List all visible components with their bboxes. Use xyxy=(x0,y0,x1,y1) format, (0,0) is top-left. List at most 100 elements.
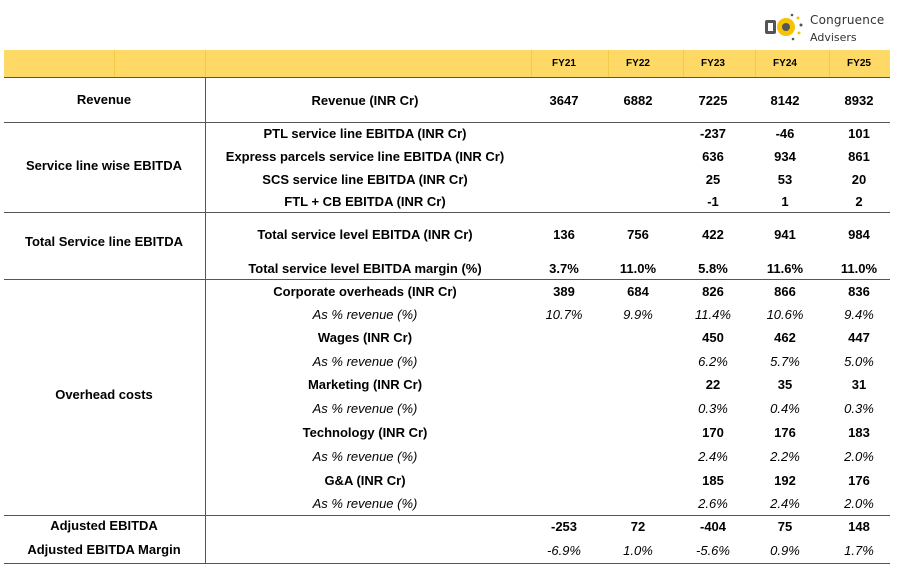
table-header-band xyxy=(4,50,890,77)
congruence-advisers-logo: Congruence Advisers xyxy=(764,8,900,46)
header-divider xyxy=(531,50,532,77)
column-divider xyxy=(205,77,206,564)
metric-label: Marketing (INR Cr) xyxy=(307,377,423,392)
metric-label: As % revenue (%) xyxy=(312,449,418,464)
value-cell-fy23: 11.4% xyxy=(695,307,731,322)
value-cell-fy24: 941 xyxy=(774,227,796,242)
value-cell-fy23: -237 xyxy=(699,126,727,141)
metric-label: Total service level EBITDA (INR Cr) xyxy=(257,227,473,242)
value-cell-fy25: 984 xyxy=(848,227,870,242)
value-cell-fy25: 31 xyxy=(851,377,867,392)
value-cell-fy23: 2.6% xyxy=(698,496,728,511)
table-row: As % revenue (%) 10.7% 9.9% 11.4% 10.6% 9.4% xyxy=(206,304,890,326)
metric-label: As % revenue (%) xyxy=(312,307,418,322)
value-cell-fy25: 20 xyxy=(851,172,867,187)
value-cell-fy25: 5.0% xyxy=(844,354,874,369)
value-cell-fy25: 183 xyxy=(848,425,870,440)
metric-label: As % revenue (%) xyxy=(312,401,418,416)
value-cell-fy23: 6.2% xyxy=(698,354,728,369)
section-divider xyxy=(4,563,890,564)
value-cell-fy25: 148 xyxy=(848,519,870,534)
value-cell-fy24: 2.2% xyxy=(770,449,800,464)
value-cell-fy22: 72 xyxy=(630,519,646,534)
value-cell-fy22: 9.9% xyxy=(623,307,653,322)
value-cell-fy25: 11.0% xyxy=(840,261,878,276)
value-cell-fy25: 101 xyxy=(848,126,870,141)
section-revenue: Revenue xyxy=(76,92,132,107)
value-cell-fy21: 10.7% xyxy=(545,307,583,322)
value-cell-fy25: 8932 xyxy=(844,93,874,108)
table-row: As % revenue (%) 2.4% 2.2% 2.0% xyxy=(206,446,890,468)
table-row: Marketing (INR Cr) 22 35 31 xyxy=(206,374,890,396)
value-cell-fy24: 8142 xyxy=(770,93,800,108)
value-cell-fy23: -5.6% xyxy=(696,543,730,558)
year-header: FY23 xyxy=(701,58,725,69)
value-cell-fy22: 6882 xyxy=(623,93,653,108)
value-cell-fy24: 192 xyxy=(774,473,796,488)
metric-label: Wages (INR Cr) xyxy=(317,330,413,345)
value-cell-fy23: -404 xyxy=(699,519,727,534)
metric-label: Revenue (INR Cr) xyxy=(311,93,419,108)
logo-line-1: Congruence xyxy=(810,13,885,27)
value-cell-fy22: 1.0% xyxy=(623,543,653,558)
header-divider xyxy=(205,50,206,77)
table-row: As % revenue (%) 6.2% 5.7% 5.0% xyxy=(206,351,890,373)
value-cell-fy25: 836 xyxy=(848,284,870,299)
value-cell-fy23: -1 xyxy=(707,194,719,209)
value-cell-fy23: 450 xyxy=(702,330,724,345)
value-cell-fy25: 447 xyxy=(848,330,870,345)
table-row: Revenue (INR Cr) 3647 6882 7225 8142 8932 xyxy=(206,90,890,112)
value-cell-fy23: 7225 xyxy=(698,93,728,108)
value-cell-fy24: 35 xyxy=(777,377,793,392)
value-cell-fy23: 25 xyxy=(705,172,721,187)
metric-label: Express parcels service line EBITDA (INR… xyxy=(225,149,505,164)
value-cell-fy24: 934 xyxy=(774,149,796,164)
value-cell-fy25: 2 xyxy=(855,194,863,209)
metric-label: SCS service line EBITDA (INR Cr) xyxy=(262,172,468,187)
value-cell-fy23: 636 xyxy=(702,149,724,164)
metric-label: Total service level EBITDA margin (%) xyxy=(248,261,482,276)
metric-label: Corporate overheads (INR Cr) xyxy=(273,284,457,299)
year-header: FY25 xyxy=(847,58,871,69)
table-row: PTL service line EBITDA (INR Cr) -237 -46 1… xyxy=(206,123,890,145)
key-logo-icon xyxy=(765,13,803,41)
table-row: Technology (INR Cr) 170 176 183 xyxy=(206,422,890,444)
value-cell-fy24: 866 xyxy=(774,284,796,299)
table-row: -6.9% 1.0% -5.6% 0.9% 1.7% xyxy=(206,540,890,562)
value-cell-fy24: 0.4% xyxy=(770,401,800,416)
value-cell-fy25: 2.0% xyxy=(844,449,874,464)
value-cell-fy24: 53 xyxy=(777,172,793,187)
value-cell-fy23: 826 xyxy=(702,284,724,299)
value-cell-fy21: -253 xyxy=(550,519,578,534)
value-cell-fy24: 11.6% xyxy=(766,261,804,276)
section-divider xyxy=(4,279,890,280)
header-divider xyxy=(755,50,756,77)
value-cell-fy21: 3.7% xyxy=(549,261,579,276)
value-cell-fy21: 3647 xyxy=(549,93,579,108)
value-cell-fy25: 2.0% xyxy=(844,496,874,511)
section-total-service-ebitda: Total Service line EBITDA xyxy=(25,234,183,249)
table-row: As % revenue (%) 0.3% 0.4% 0.3% xyxy=(206,398,890,420)
value-cell-fy24: 1 xyxy=(781,194,789,209)
value-cell-fy24: 0.9% xyxy=(770,543,800,558)
value-cell-fy25: 1.7% xyxy=(844,543,874,558)
table-row: Express parcels service line EBITDA (INR… xyxy=(206,146,890,168)
header-divider xyxy=(683,50,684,77)
year-header: FY21 xyxy=(552,58,576,69)
section-divider xyxy=(4,77,890,78)
value-cell-fy24: 176 xyxy=(774,425,796,440)
value-cell-fy24: 10.6% xyxy=(766,307,804,322)
logo-line-2: Advisers xyxy=(810,31,857,44)
value-cell-fy23: 22 xyxy=(705,377,721,392)
value-cell-fy21: -6.9% xyxy=(547,543,581,558)
table-row: Total service level EBITDA margin (%) 3.7… xyxy=(206,258,890,280)
value-cell-fy24: 462 xyxy=(774,330,796,345)
value-cell-fy25: 0.3% xyxy=(844,401,874,416)
table-row: Wages (INR Cr) 450 462 447 xyxy=(206,327,890,349)
section-divider xyxy=(4,122,890,123)
value-cell-fy24: 75 xyxy=(777,519,793,534)
value-cell-fy23: 0.3% xyxy=(698,401,728,416)
value-cell-fy23: 422 xyxy=(702,227,724,242)
value-cell-fy23: 5.8% xyxy=(698,261,728,276)
table-row: Corporate overheads (INR Cr) 389 684 826 866… xyxy=(206,281,890,303)
